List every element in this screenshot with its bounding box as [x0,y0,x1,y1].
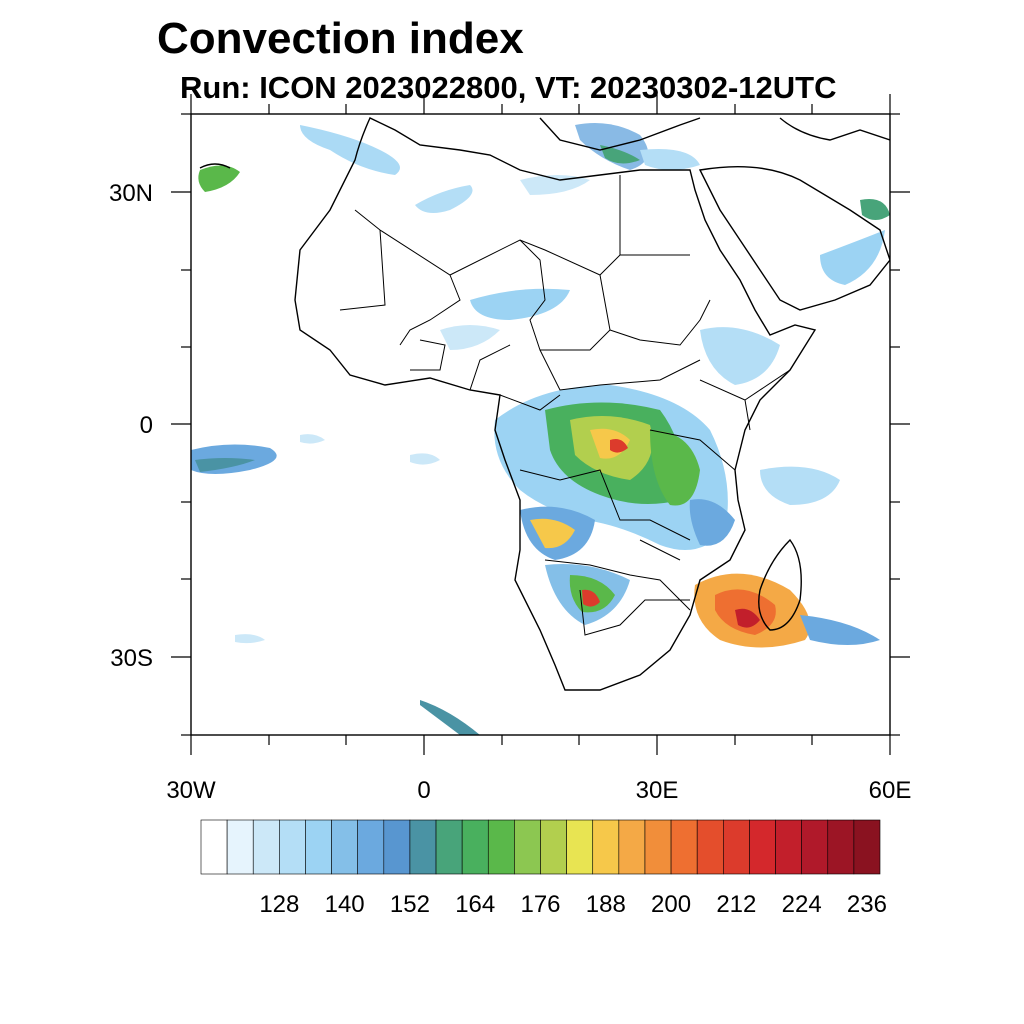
colorbar-swatch [723,819,750,875]
colorbar-tick-label: 200 [651,891,691,918]
colorbar-tick-label: 212 [716,891,756,918]
colorbar-swatch [592,819,620,875]
colorbar-swatch [383,819,411,875]
colorbar-swatch [331,819,358,875]
colorbar-swatch [749,819,776,875]
colorbar-tick-label: 140 [325,891,365,918]
colorbar-tick-label: 164 [455,891,495,918]
y-axis-labels: 30N 0 30S [109,180,153,672]
convection-field [191,122,890,735]
colorbar-swatch [279,819,306,875]
colorbar-tick-label: 176 [520,891,560,918]
colorbar-swatch [566,819,594,875]
colorbar-swatch [461,819,489,875]
colorbar-swatch [435,819,463,875]
colorbar-swatch [644,819,672,875]
coastlines [199,117,890,691]
colorbar-swatch [200,819,228,875]
colorbar-tick-label: 236 [847,891,887,918]
colorbar-swatch [670,819,698,875]
x-tick-label-30e: 30E [636,777,679,804]
colorbar-swatch [696,819,724,875]
colorbar-tick-label: 152 [390,891,430,918]
colorbar-swatch [305,819,332,875]
colorbar-swatch [514,819,541,875]
x-tick-label-0: 0 [417,777,430,804]
colorbar-labels: 128 140 152 164 176 188 200 212 224 236 [259,891,887,918]
colorbar-tick-label: 188 [586,891,626,918]
colorbar-swatch [618,819,646,875]
colorbar-tick-label: 128 [259,891,299,918]
colorbar-swatch [226,819,254,875]
x-tick-label-30w: 30W [166,777,216,804]
y-tick-label-30s: 30S [110,645,153,672]
colorbar-swatch [775,819,802,875]
y-tick-label-0: 0 [140,412,153,439]
page-subtitle: Run: ICON 2023022800, VT: 20230302-12UTC [180,70,837,105]
colorbar-swatch [252,819,280,875]
colorbar-swatch [540,819,567,875]
colorbar-tick-label: 224 [782,891,822,918]
y-tick-label-30n: 30N [109,180,153,207]
colorbar-swatch [409,819,437,875]
colorbar [200,819,881,875]
country-borders [339,175,791,636]
colorbar-swatch [487,819,515,875]
colorbar-swatch [801,819,829,875]
x-tick-label-60e: 60E [869,777,912,804]
x-axis-labels: 30W 0 30E 60E [166,777,911,804]
colorbar-swatch [827,819,855,875]
colorbar-swatch [357,819,385,875]
tick-marks [171,94,910,755]
colorbar-swatch [853,819,881,875]
page-title: Convection index [157,14,524,63]
